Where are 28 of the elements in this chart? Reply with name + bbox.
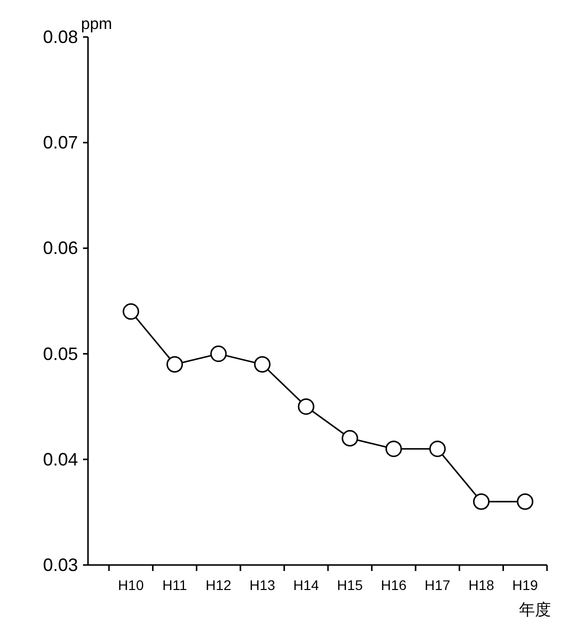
x-tick-label: H13 [249, 577, 276, 593]
y-tick-label: 0.06 [42, 238, 78, 258]
y-axis-title: ppm [81, 16, 112, 33]
point [429, 440, 446, 458]
x-tick-label: H10 [118, 577, 144, 593]
y-tick-label: 0.07 [42, 132, 78, 153]
x-axis-title: 年度 [519, 601, 551, 619]
point [122, 303, 140, 320]
x-tick-label: H11 [162, 577, 188, 593]
x-tick-label: H12 [206, 577, 232, 593]
y-tick-label: 0.08 [42, 27, 78, 47]
x-tick-label: H18 [468, 577, 494, 593]
y-tick-label: 0.04 [42, 449, 78, 470]
x-tick-label: H19 [512, 577, 538, 593]
point [385, 440, 402, 458]
point [473, 493, 490, 510]
x-tick-label: H16 [380, 577, 407, 593]
x-tick-label: H14 [293, 577, 320, 593]
point [298, 398, 314, 415]
y-tick-label: 0.05 [42, 344, 78, 364]
y-tick-label: 0.03 [42, 555, 78, 575]
x-tick-label: H17 [424, 577, 451, 593]
point [516, 493, 534, 510]
point [210, 346, 227, 362]
point [342, 430, 358, 447]
x-tick-label: H15 [337, 577, 363, 593]
point [254, 356, 271, 373]
point [166, 356, 183, 373]
